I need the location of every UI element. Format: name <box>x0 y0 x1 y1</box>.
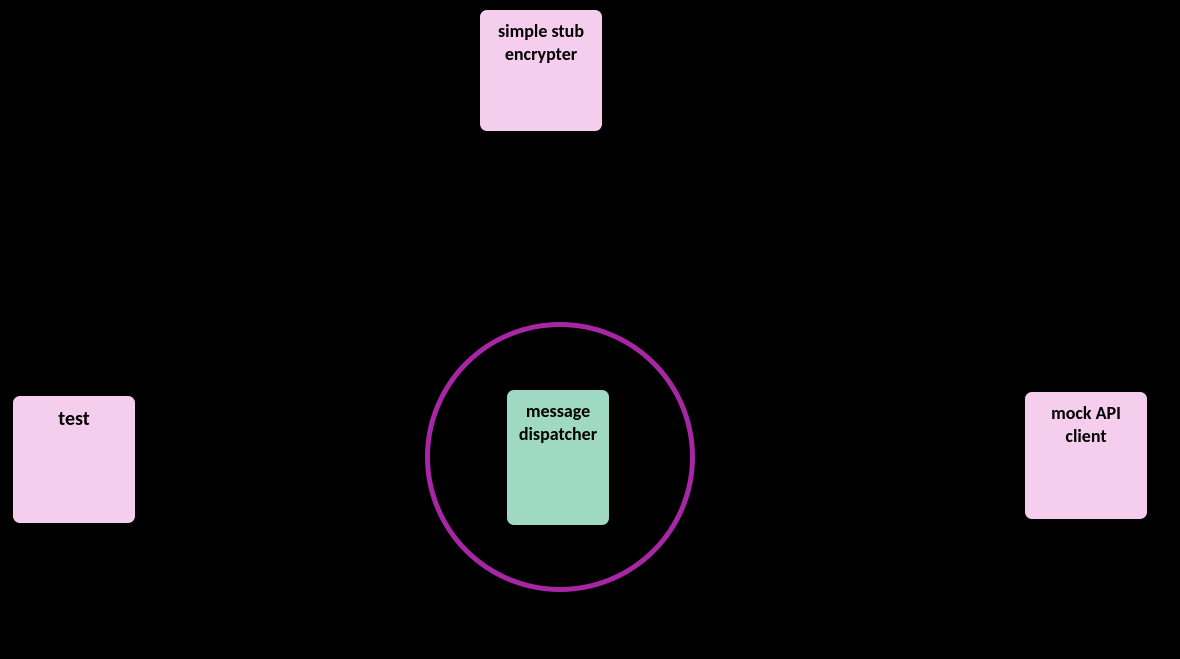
node-mock-api: mock API client <box>1024 391 1148 520</box>
node-test: test <box>12 395 136 524</box>
node-dispatcher: message dispatcher <box>506 389 610 526</box>
node-label: message dispatcher <box>519 400 597 445</box>
node-label: test <box>58 407 89 431</box>
node-label: mock API client <box>1051 402 1121 447</box>
node-label: simple stub encrypter <box>498 20 584 65</box>
node-encrypter: simple stub encrypter <box>479 9 603 132</box>
